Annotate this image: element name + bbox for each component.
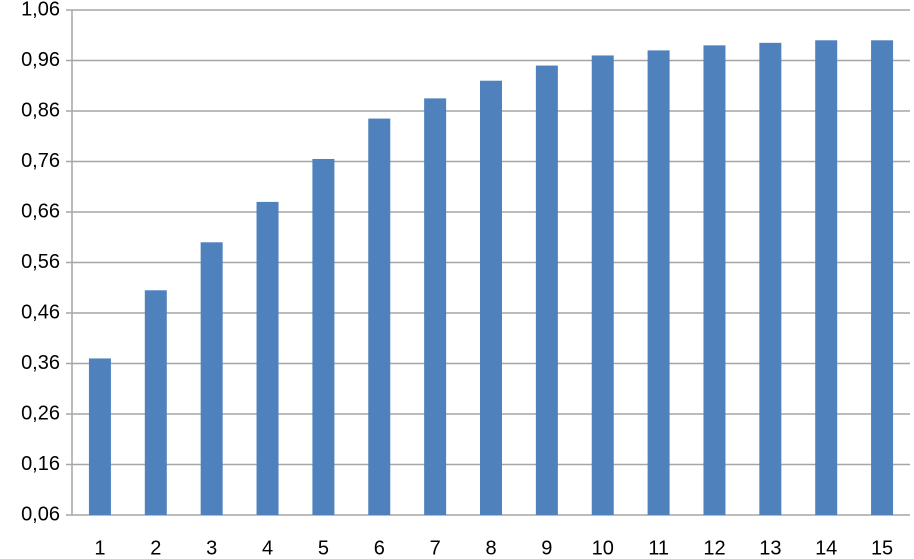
x-tick-label: 4 — [262, 537, 273, 559]
bar — [871, 40, 894, 516]
bar — [535, 65, 558, 516]
x-tick-label: 14 — [815, 537, 837, 559]
y-tick-label: 0,76 — [21, 150, 60, 172]
bar — [200, 242, 223, 516]
y-tick-label: 0,46 — [21, 301, 60, 323]
x-tick-label: 13 — [759, 537, 781, 559]
y-tick-label: 0,06 — [21, 503, 60, 525]
bar — [647, 50, 670, 516]
x-tick-label: 3 — [206, 537, 217, 559]
y-tick-label: 0,96 — [21, 49, 60, 71]
bar — [424, 98, 447, 515]
x-tick-label: 11 — [648, 537, 669, 559]
bar — [144, 290, 167, 515]
x-tick-label: 9 — [541, 537, 552, 559]
y-tick-label: 0,16 — [21, 453, 60, 475]
x-tick-label: 15 — [871, 537, 893, 559]
y-tick-label: 0,56 — [21, 251, 60, 273]
y-tick-label: 1,06 — [21, 0, 60, 20]
x-tick-label: 8 — [485, 537, 496, 559]
x-tick-label: 2 — [150, 537, 161, 559]
bar — [759, 42, 782, 515]
x-tick-label: 1 — [94, 537, 105, 559]
bar — [703, 45, 726, 515]
x-tick-label: 10 — [592, 537, 614, 559]
bar — [815, 40, 838, 516]
x-tick-label: 7 — [430, 537, 441, 559]
bar — [312, 158, 335, 515]
bar — [88, 358, 111, 515]
y-tick-label: 0,36 — [21, 352, 60, 374]
y-tick-label: 0,66 — [21, 200, 60, 222]
bar — [591, 55, 614, 515]
bar — [256, 201, 279, 515]
x-tick-label: 12 — [703, 537, 725, 559]
x-tick-label: 5 — [318, 537, 329, 559]
y-tick-label: 0,26 — [21, 402, 60, 424]
x-tick-label: 6 — [374, 537, 385, 559]
y-tick-label: 0,86 — [21, 99, 60, 121]
bar — [368, 118, 391, 515]
bar — [480, 80, 502, 515]
